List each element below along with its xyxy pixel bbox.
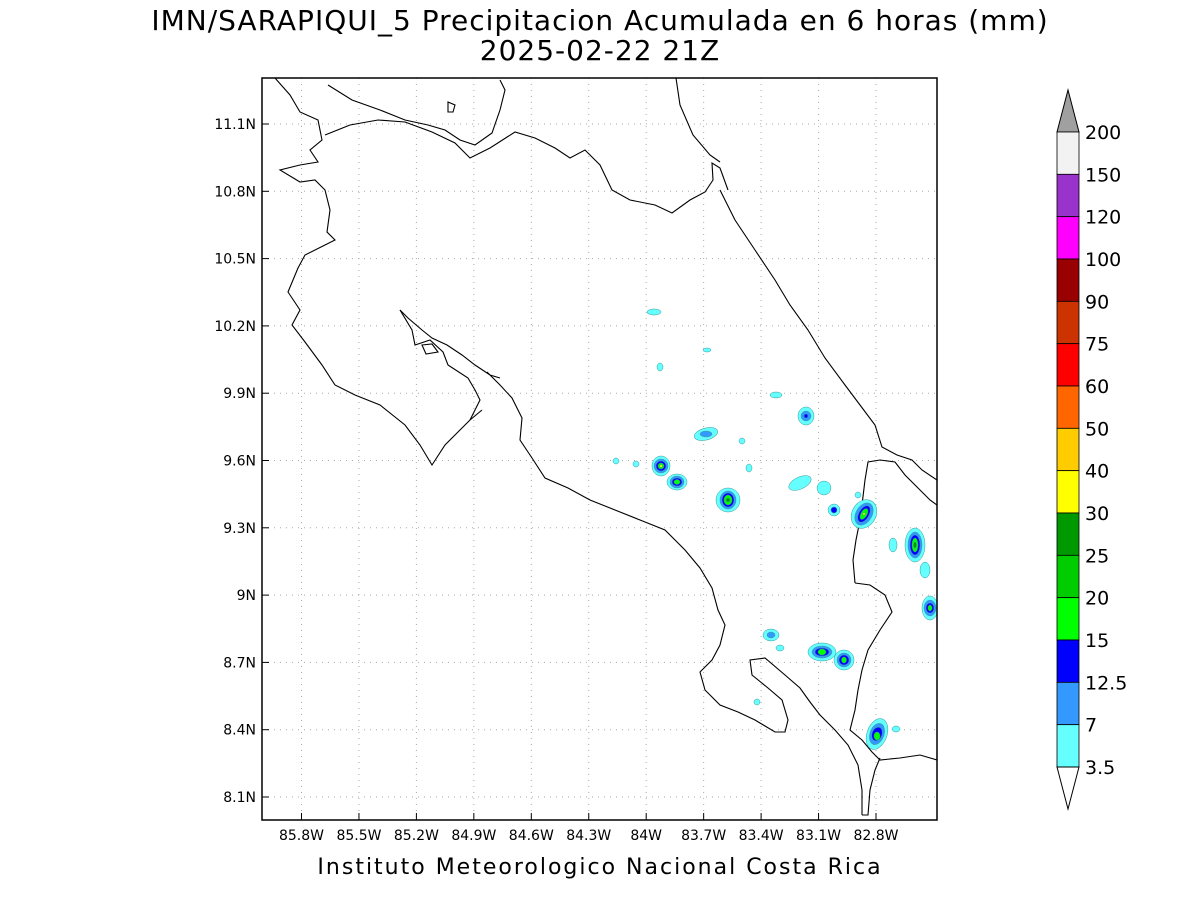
colorbar-swatch [1056,681,1080,726]
x-tick-label: 83.1W [796,828,841,844]
precipitation-cells [612,308,937,750]
y-tick-label: 8.4N [223,723,256,739]
y-tick-label: 9.6N [223,454,256,470]
colorbar-legend: 200 150 120 100 90 75 60 50 40 30 25 20 15 12.5 7 3.5 [1056,88,1127,811]
colorbar-label: 50 [1085,418,1109,440]
colorbar-swatch [1056,554,1080,599]
colorbar-swatch [1056,131,1080,175]
colorbar-swatch [1056,639,1080,683]
y-tick-label: 9.9N [223,386,256,402]
y-tick-label: 10.5N [214,252,256,268]
colorbar-swatch [1056,385,1080,429]
colorbar-label: 3.5 [1085,757,1115,779]
x-tick-label: 85.5W [336,828,381,844]
coastline-borders [274,78,937,816]
colorbar-label: 120 [1085,207,1121,229]
plot-frame [261,77,938,821]
footer-credit: Instituto Meteorologico Nacional Costa R… [317,855,883,880]
colorbar-label: 100 [1085,249,1121,271]
colorbar-label: 7 [1085,715,1097,737]
y-tick-label: 8.1N [223,790,256,806]
x-tick-label: 84W [630,828,662,844]
y-tick-label: 10.2N [214,319,256,335]
y-tick-label: 8.7N [223,655,256,671]
map-title: IMN/SARAPIQUI_5 Precipitacion Acumulada … [151,4,1049,37]
longitude-axis: 85.8W 85.5W 85.2W 84.9W 84.6W 84.3W 84W 83.7W 83… [279,813,899,844]
colorbar-swatch [1056,427,1080,472]
colorbar-swatch [1056,470,1080,514]
y-tick-label: 9.3N [223,521,256,537]
y-tick-label: 9N [237,588,256,604]
colorbar-label: 30 [1085,503,1109,525]
colorbar-label: 25 [1085,545,1109,567]
colorbar-top-arrow [1056,88,1080,133]
colorbar-swatch [1056,597,1080,641]
x-tick-label: 85.2W [394,828,439,844]
colorbar-swatch [1056,724,1080,768]
colorbar-swatch [1056,300,1080,345]
colorbar-swatch [1056,173,1080,218]
colorbar-swatch [1056,216,1080,260]
x-tick-label: 82.8W [853,828,898,844]
colorbar-swatch [1056,343,1080,387]
colorbar-label: 15 [1085,630,1109,652]
x-tick-label: 84.6W [509,828,554,844]
map-subtitle-datetime: 2025-02-22 21Z [479,34,721,67]
colorbar-label: 20 [1085,588,1109,610]
colorbar-label: 12.5 [1085,672,1127,694]
x-tick-label: 83.4W [739,828,784,844]
colorbar-label: 40 [1085,461,1109,483]
x-tick-label: 85.8W [279,828,324,844]
colorbar-label: 90 [1085,291,1109,313]
colorbar-label: 200 [1085,122,1121,144]
colorbar-bottom-arrow [1056,766,1080,811]
colorbar-label: 75 [1085,334,1109,356]
y-tick-label: 10.8N [214,184,256,200]
colorbar-swatch [1056,258,1080,302]
y-tick-label: 11.1N [214,117,256,133]
colorbar-swatch [1056,512,1080,556]
x-tick-label: 83.7W [681,828,726,844]
map-gridlines [262,78,937,820]
x-tick-label: 84.3W [566,828,611,844]
colorbar-label: 150 [1085,164,1121,186]
x-tick-label: 84.9W [451,828,496,844]
colorbar-label: 60 [1085,376,1109,398]
latitude-axis: 11.1N 10.8N 10.5N 10.2N 9.9N 9.6N 9.3N 9N 8.7N 8.… [214,117,269,806]
